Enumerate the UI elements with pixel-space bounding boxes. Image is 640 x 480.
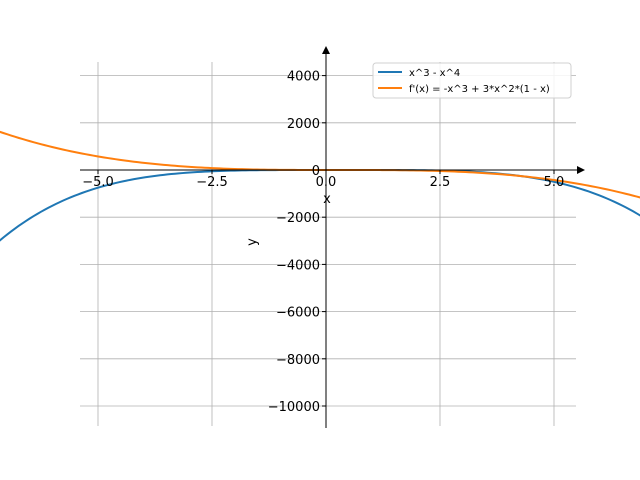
series-line-2 [0,130,640,199]
y-tick-label: 4000 [287,70,320,85]
x-tick-label: 2.5 [430,175,451,190]
x-tick-label: 0.0 [316,175,337,190]
tick-layer: −10.0−7.5−5.0−2.50.02.55.07.510.0−10000−… [82,70,565,415]
y-tick-label: −10000 [268,400,320,415]
x-axis-arrow [577,166,585,174]
y-axis-arrow [322,46,330,54]
axes [80,46,585,428]
y-tick-label: −6000 [276,306,320,321]
y-tick-label: −4000 [276,258,320,273]
series-layer [0,130,640,242]
x-tick-label: −5.0 [82,175,114,190]
x-tick-label: 5.0 [544,175,565,190]
y-tick-label: 0 [312,164,320,179]
y-tick-label: 2000 [287,117,320,132]
legend-box [372,62,572,99]
y-axis-label: y [245,238,260,246]
grid [80,62,576,426]
series-line-1 [0,169,640,242]
x-axis-label: x [323,192,331,207]
legend: x^3 - x^4 f'(x) = -x^3 + 3*x^2*(1 - x) [372,62,572,99]
x-tick-label: −2.5 [196,175,228,190]
legend-label-series-1: x^3 - x^4 [409,68,460,79]
legend-label-series-2: f'(x) = -x^3 + 3*x^2*(1 - x) [409,84,550,95]
y-tick-label: −8000 [276,353,320,368]
y-tick-label: −2000 [276,211,320,226]
